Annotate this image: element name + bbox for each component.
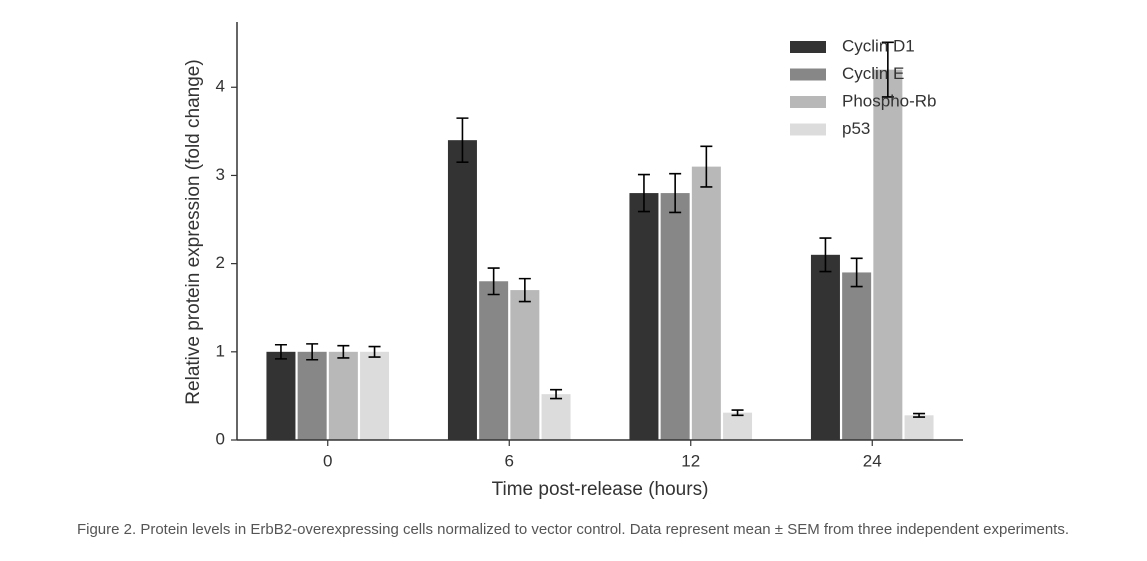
bar bbox=[810, 254, 840, 440]
bar bbox=[479, 281, 509, 440]
error-bar bbox=[518, 277, 531, 303]
x-tick-label: 0 bbox=[323, 451, 332, 470]
legend-label: Cyclin E bbox=[842, 64, 904, 83]
bar bbox=[691, 166, 721, 441]
error-bar bbox=[731, 409, 744, 417]
y-tick-label: 1 bbox=[216, 341, 225, 360]
error-bar bbox=[637, 173, 650, 213]
error-bar bbox=[487, 267, 500, 296]
legend-swatch bbox=[790, 123, 826, 136]
error-bar bbox=[337, 344, 350, 359]
error-bar bbox=[850, 257, 863, 288]
y-tick-label: 2 bbox=[216, 253, 225, 272]
error-bar bbox=[274, 343, 287, 360]
error-bar bbox=[913, 412, 926, 418]
bar bbox=[510, 290, 540, 440]
legend-label: p53 bbox=[842, 119, 870, 138]
error-bar bbox=[881, 41, 894, 98]
bar bbox=[629, 193, 659, 440]
bar bbox=[328, 351, 358, 440]
bar bbox=[266, 351, 296, 440]
legend-swatch bbox=[790, 96, 826, 108]
error-bar bbox=[669, 172, 682, 214]
legend-label: Cyclin D1 bbox=[842, 36, 915, 55]
legend-swatch bbox=[790, 68, 826, 81]
x-tick-label: 12 bbox=[681, 451, 700, 470]
error-bar bbox=[819, 237, 832, 273]
bar bbox=[360, 351, 390, 440]
x-tick-label: 6 bbox=[505, 451, 514, 470]
bar bbox=[873, 69, 903, 441]
error-bar bbox=[368, 345, 381, 358]
bar bbox=[541, 394, 571, 440]
error-bar bbox=[700, 145, 713, 188]
bar bbox=[723, 412, 753, 440]
error-bar bbox=[456, 117, 469, 164]
legend-swatch bbox=[790, 41, 826, 53]
x-tick-label: 24 bbox=[863, 451, 882, 470]
error-bar bbox=[550, 388, 563, 400]
bar bbox=[297, 351, 327, 440]
legend-label: Phospho-Rb bbox=[842, 91, 937, 110]
x-axis-label: Time post-release (hours) bbox=[492, 479, 709, 500]
y-tick-label: 0 bbox=[216, 429, 225, 448]
y-tick-label: 3 bbox=[216, 165, 225, 184]
bar bbox=[660, 193, 690, 440]
error-bar bbox=[306, 343, 319, 361]
bar bbox=[447, 140, 477, 441]
caption: Figure 2. Protein levels in ErbB2-overex… bbox=[77, 521, 1069, 538]
bar bbox=[904, 415, 934, 440]
y-axis-label: Relative protein expression (fold change… bbox=[183, 59, 204, 404]
y-tick-label: 4 bbox=[216, 77, 225, 96]
bar bbox=[842, 272, 872, 440]
